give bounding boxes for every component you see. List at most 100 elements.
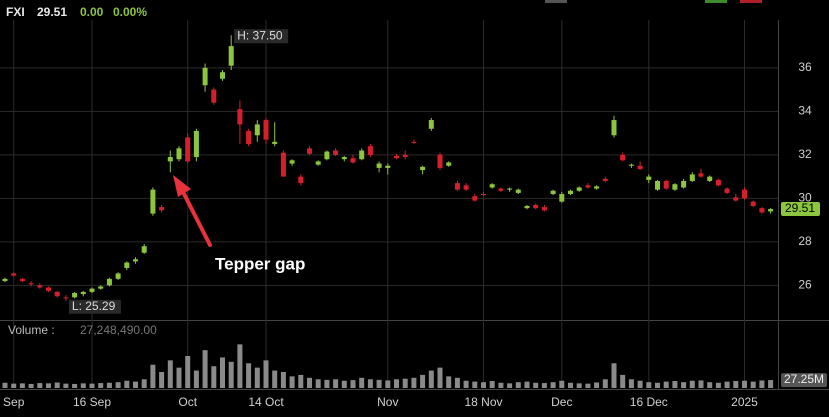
candle-body [263, 120, 269, 140]
candle-body [124, 262, 130, 268]
volume-bar [707, 382, 713, 388]
toolbar-icon[interactable] [545, 0, 567, 3]
candle-body [280, 152, 286, 177]
candle-body [176, 148, 182, 160]
candle-body [46, 287, 51, 291]
candle-body [646, 176, 652, 180]
candle-body [228, 46, 234, 66]
volume-bar [715, 382, 721, 388]
x-tick-label: Oct [178, 395, 197, 409]
candle-body [89, 288, 95, 292]
volume-bar [394, 379, 399, 388]
volume-bar [202, 350, 208, 388]
volume-bar [289, 376, 295, 388]
candle-body [63, 297, 69, 299]
volume-bar [759, 380, 765, 388]
candle-body [115, 273, 121, 279]
candle-body [237, 109, 243, 125]
volume-bar [428, 370, 434, 388]
high-label: H: 37.50 [237, 28, 283, 42]
volume-bar [385, 380, 391, 388]
candle-body [80, 291, 86, 295]
x-tick-label: Dec [551, 395, 572, 409]
candle-body [533, 204, 539, 209]
volume-bar [211, 366, 217, 388]
last-price: 29.51 [37, 5, 67, 19]
volume-bar [185, 356, 191, 388]
candle-body [333, 150, 339, 155]
candle-body [637, 165, 643, 169]
annotation: Tepper gap [215, 254, 305, 273]
candle-body [341, 157, 347, 160]
last-price-badge [781, 202, 820, 217]
volume-bar [489, 381, 495, 388]
volume-bar [446, 376, 452, 388]
candle-body [54, 291, 60, 297]
candle-body [507, 188, 513, 190]
volume-bar [254, 367, 260, 388]
candles [2, 35, 774, 301]
volume-bar [272, 370, 278, 388]
candle-body [2, 278, 8, 282]
candle-body [733, 197, 739, 201]
candle-body [585, 185, 591, 188]
volume-bar [2, 382, 8, 388]
volume-bar [515, 382, 521, 388]
volume-bar [46, 383, 51, 388]
symbol: FXI [6, 5, 25, 19]
candle-body [550, 190, 556, 195]
volume-title: Volume : [8, 323, 55, 337]
toolbar-icon[interactable] [705, 0, 727, 3]
volume-bar [620, 374, 626, 388]
volume-bar [568, 382, 573, 388]
volume-bar [576, 383, 582, 388]
volume-bar [454, 377, 460, 388]
volume-bar [550, 382, 556, 388]
candle-body [663, 180, 669, 189]
volume-bar [724, 381, 730, 388]
last-price-label: 29.51 [785, 201, 815, 215]
candle-body [133, 259, 138, 262]
volume-bar [541, 383, 547, 388]
candle-body [246, 130, 252, 144]
volume-bar [402, 378, 408, 388]
volume-bar [672, 381, 678, 388]
volume-bar [350, 380, 356, 388]
volume-bar [237, 344, 243, 388]
volume-bar [646, 382, 652, 388]
volume-bar [324, 379, 330, 388]
candle-body [72, 292, 78, 298]
x-tick-label: Sep [3, 395, 25, 409]
toolbar-icon[interactable] [740, 0, 762, 3]
volume-bar [411, 377, 417, 388]
volume-bar [11, 383, 17, 388]
volume-bar [263, 360, 269, 388]
y-tick-label: 36 [798, 60, 812, 74]
volume-bar [463, 380, 469, 388]
candle-body [167, 157, 173, 162]
x-tick-label: 18 Nov [464, 395, 502, 409]
volume-bar [246, 363, 252, 388]
high-label-box [234, 29, 289, 44]
x-tick-label: 16 Dec [630, 395, 668, 409]
grid [0, 20, 778, 388]
volume-bar [176, 367, 182, 388]
candle-body [359, 150, 365, 160]
volume-bar [228, 361, 234, 388]
volume-bar [559, 380, 565, 388]
candle-body [672, 184, 678, 190]
x-tick-label: 14 Oct [248, 395, 284, 409]
volume-bar [54, 382, 60, 388]
candle-body [489, 184, 495, 188]
candle-body [324, 151, 330, 160]
header-bar [0, 0, 829, 22]
volume-bar [524, 381, 530, 388]
candle-body [559, 194, 565, 202]
x-tick-label: Nov [377, 395, 398, 409]
volume-bar [72, 383, 78, 388]
volume-badge-label: 27.25M [784, 372, 824, 386]
annotation-arrow [179, 186, 212, 247]
candle-body [437, 154, 443, 168]
volume-bar [367, 379, 373, 388]
volume-bar [750, 381, 756, 388]
